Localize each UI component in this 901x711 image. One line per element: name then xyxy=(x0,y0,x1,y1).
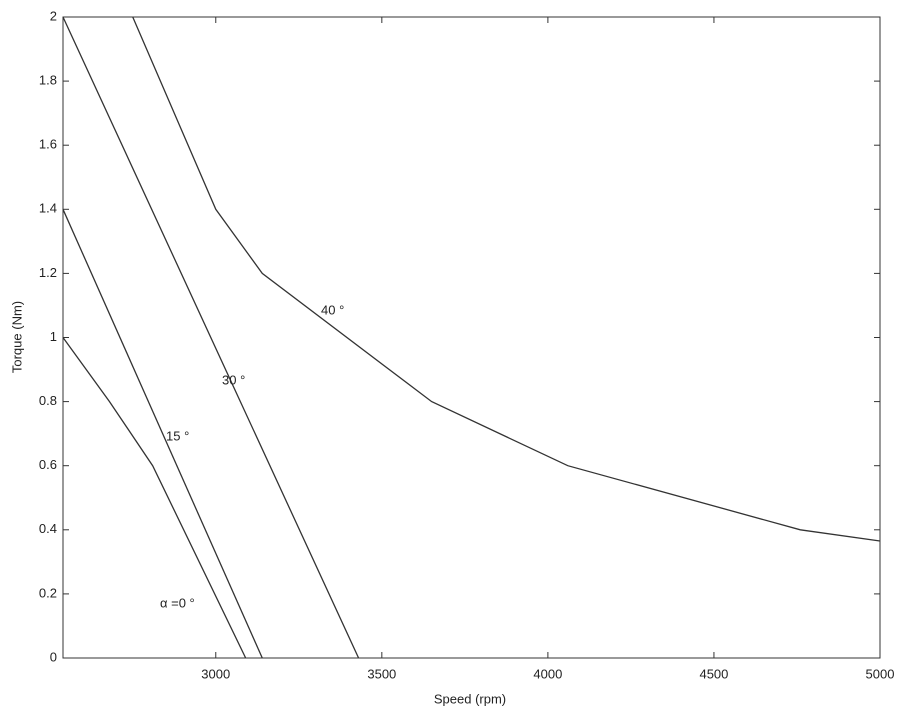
y-tick-label: 1.2 xyxy=(39,265,57,280)
y-tick-label: 2 xyxy=(50,8,57,23)
y-tick-label: 1.8 xyxy=(39,73,57,88)
y-tick-label: 0.8 xyxy=(39,393,57,408)
series-label: 30 ° xyxy=(222,372,245,387)
y-tick-label: 0 xyxy=(50,649,57,664)
x-tick-label: 4000 xyxy=(533,666,562,681)
y-tick-label: 1.6 xyxy=(39,137,57,152)
x-tick-label: 4500 xyxy=(699,666,728,681)
y-tick-label: 0.6 xyxy=(39,457,57,472)
y-axis-label: Torque (Nm) xyxy=(9,301,24,373)
series-line xyxy=(63,338,246,659)
x-tick-label: 3500 xyxy=(367,666,396,681)
series-line xyxy=(63,209,262,658)
y-tick-label: 1.4 xyxy=(39,201,57,216)
chart: Speed (rpm) Torque (Nm) 0 0.2 0.4 0.6 0.8 1 1.… xyxy=(0,0,901,711)
y-tick-label: 1 xyxy=(50,329,57,344)
y-tick-label: 0.4 xyxy=(39,521,57,536)
x-tick-label: 5000 xyxy=(866,666,895,681)
x-tick-label: 3000 xyxy=(201,666,230,681)
series-label: 15 ° xyxy=(166,428,189,443)
x-axis-label: Speed (rpm) xyxy=(434,691,506,706)
plot-frame xyxy=(63,17,880,658)
series-line xyxy=(63,17,359,658)
series-line xyxy=(133,17,880,541)
series-label: α =0 ° xyxy=(160,595,195,610)
y-tick-label: 0.2 xyxy=(39,585,57,600)
series-label: 40 ° xyxy=(321,302,344,317)
